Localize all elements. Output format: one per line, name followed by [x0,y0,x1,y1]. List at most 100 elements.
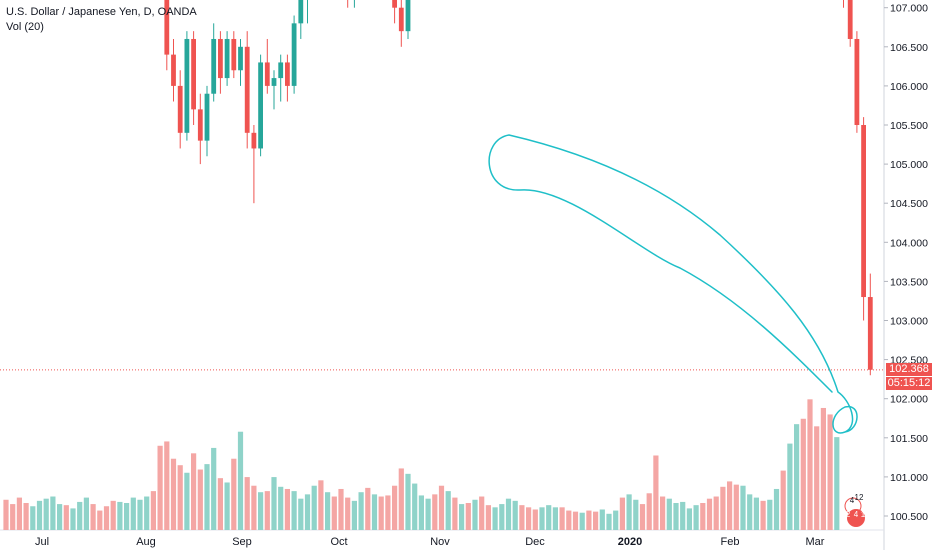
candle-body [271,78,277,86]
candle-body [231,38,237,71]
candle-body [177,85,183,133]
volume-bar [820,407,826,530]
x-tick-label: Sep [232,536,252,548]
volume-bar [331,496,337,530]
volume-bar [425,498,431,530]
y-tick-label: 100.500 [890,511,928,523]
volume-bar [733,484,739,530]
volume-bar [130,497,136,530]
x-tick-label: Oct [330,536,347,548]
volume-bar [633,499,639,530]
volume-bar [767,499,773,530]
volume-bar [706,498,713,530]
x-tick-label: Jul [35,536,49,548]
volume-bar [304,494,311,530]
volume-bar [653,455,659,530]
volume-bar [358,492,364,530]
candle-body [861,125,866,298]
volume-bar [170,458,177,530]
volume-bar [311,485,317,530]
volume-legend[interactable]: Vol (20) [6,21,44,33]
volume-bar [606,513,612,530]
volume-bar [251,485,257,530]
trendline-drawing[interactable] [488,134,858,434]
volume-bar [244,477,250,530]
volume-bar [371,494,378,530]
candle-body [164,0,170,55]
volume-bar [693,505,699,530]
volume-bar [124,503,130,530]
volume-bar [505,498,512,530]
volume-bar [599,509,605,530]
candle-body [191,38,196,110]
volume-bar [351,500,357,530]
volume-bar [318,480,324,530]
volume-bar [646,493,652,530]
volume-bar [613,510,619,530]
volume-bar [298,498,304,530]
volume-bar [566,510,572,530]
candle-body [867,297,873,370]
candle-body [392,0,397,8]
volume-bar [485,505,491,530]
volume-bar [532,509,538,530]
volume-bar [639,504,646,530]
candle-body [278,62,284,79]
volume-scale-label: 2 [846,510,851,519]
volume-bar [345,497,351,530]
volume-bar [572,511,579,530]
y-tick-label: 107.000 [890,3,928,15]
candle-body [244,46,250,133]
volume-bar [827,414,833,530]
volume-bar [418,495,424,530]
volume-bar [211,447,217,530]
volume-bar [432,494,438,530]
volume-bar [720,486,726,530]
volume-bar [412,483,418,530]
volume-scale-label: 4 [854,510,859,519]
volume-bar [686,508,692,530]
candle-body [258,62,263,149]
volume-bar [385,495,391,530]
volume-scale-label: 1 [861,510,866,519]
symbol-legend[interactable]: U.S. Dollar / Japanese Yen, D, OANDA [6,6,197,18]
y-tick-label: 101.000 [890,472,928,484]
candle-body [291,23,297,86]
x-tick-label: Aug [136,536,156,548]
volume-bar [727,481,733,530]
volume-bar [713,496,719,530]
volume-bar [552,507,558,530]
volume-bar [465,503,471,530]
y-tick-label: 104.500 [890,198,928,210]
volume-bar [834,437,840,530]
volume-bar [150,491,156,530]
volume-bar [77,501,83,530]
y-tick-label: 106.500 [890,42,928,54]
candle-body [285,62,290,86]
volume-bar [264,491,270,530]
candle-body [405,0,411,32]
volume-bar [452,497,458,530]
volume-bar [97,510,103,530]
volume-bar [217,478,223,530]
volume-bar [445,491,451,530]
volume-bar [539,507,545,530]
x-tick-label: Dec [525,536,545,548]
volume-bar [700,503,706,530]
volume-bar [405,473,411,530]
volume-bar [291,491,297,530]
x-tick-label: Mar [806,536,825,548]
volume-scale-label: 12 [855,493,864,502]
volume-bar [184,472,190,530]
candle-body [171,54,176,86]
countdown-tag: 05:15:12 [886,376,932,390]
volume-bar [660,496,666,530]
volume-bar [814,426,820,530]
volume-bar [23,503,29,530]
y-tick-label: 105.000 [890,159,928,171]
volume-bar [63,505,69,530]
volume-bar [237,431,244,530]
volume-bar [626,494,632,530]
volume-bar [492,507,498,530]
